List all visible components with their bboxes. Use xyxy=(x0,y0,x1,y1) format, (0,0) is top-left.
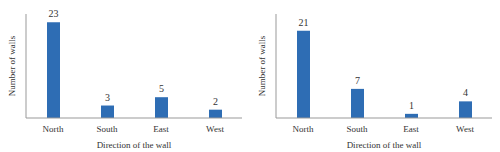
svg-text:21: 21 xyxy=(299,17,309,28)
svg-text:1: 1 xyxy=(409,100,414,111)
svg-text:North: North xyxy=(43,124,64,134)
svg-text:23: 23 xyxy=(49,8,59,19)
svg-text:East: East xyxy=(403,124,419,134)
svg-text:East: East xyxy=(153,124,169,134)
svg-text:7: 7 xyxy=(355,75,360,86)
svg-text:3: 3 xyxy=(105,92,110,103)
svg-text:5: 5 xyxy=(159,83,164,94)
svg-text:2: 2 xyxy=(213,96,218,107)
svg-text:West: West xyxy=(206,124,224,134)
svg-text:Number of walls: Number of walls xyxy=(257,35,267,96)
svg-text:Direction of the wall: Direction of the wall xyxy=(97,140,172,150)
svg-text:Direction of the wall: Direction of the wall xyxy=(347,140,422,150)
svg-text:South: South xyxy=(96,124,118,134)
svg-text:North: North xyxy=(293,124,314,134)
svg-text:Number of walls: Number of walls xyxy=(8,35,17,96)
svg-text:South: South xyxy=(346,124,368,134)
svg-text:4: 4 xyxy=(463,87,468,98)
svg-text:West: West xyxy=(456,124,474,134)
